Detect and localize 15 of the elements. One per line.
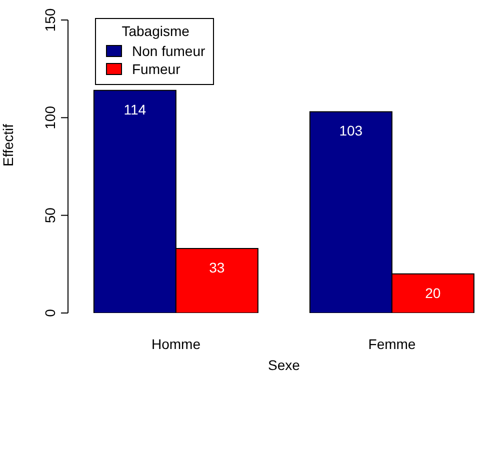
y-tick-label: 100	[42, 106, 58, 130]
legend-title: Tabagisme	[120, 23, 190, 39]
y-tick-label: 150	[42, 8, 58, 32]
y-tick-label: 50	[42, 207, 58, 224]
data-label: 103	[339, 122, 363, 139]
data-label: 33	[209, 259, 225, 276]
y-axis-title: Effectif	[0, 124, 16, 166]
x-axis-title: Sexe	[268, 357, 300, 373]
legend-label: Fumeur	[132, 61, 180, 77]
x-tick-label: Femme	[368, 336, 416, 352]
legend-label: Non fumeur	[132, 43, 206, 59]
data-label: 20	[425, 284, 441, 301]
data-label: 114	[124, 101, 146, 118]
x-tick-label: Homme	[151, 336, 201, 352]
y-tick-label: 0	[42, 308, 58, 317]
